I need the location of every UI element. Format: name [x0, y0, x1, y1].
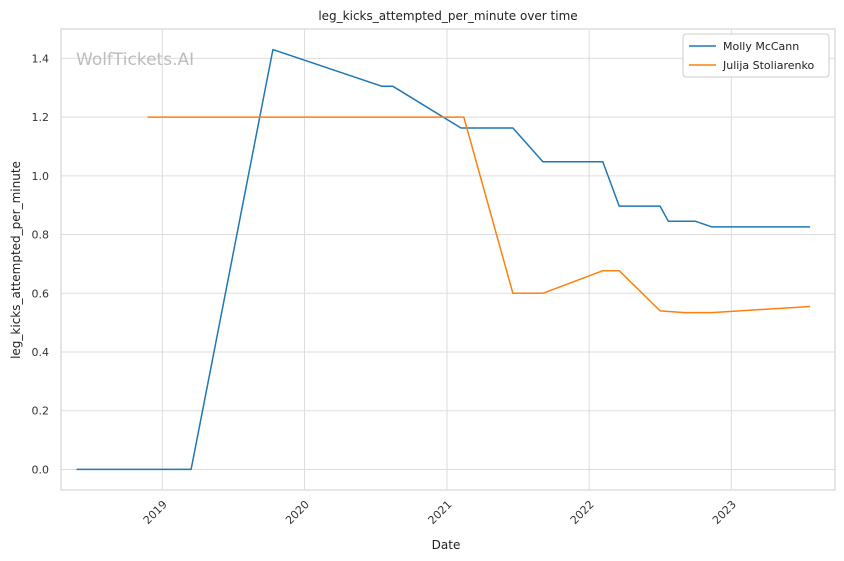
- y-tick-label: 1.2: [32, 111, 50, 124]
- series-layer: [76, 48, 811, 471]
- legend: Molly McCann Julija Stoliarenko: [682, 33, 830, 78]
- x-tick-label: 2019: [141, 498, 170, 527]
- y-tick-label: 0.4: [32, 346, 50, 359]
- y-tick-label: 0.8: [32, 229, 50, 242]
- x-tick-label: 2021: [426, 498, 455, 527]
- x-gridlines: [161, 29, 732, 490]
- plot-area: [60, 28, 836, 491]
- series-line-molly-mccann: [76, 48, 811, 471]
- x-tick-labels: 2019 2020 2021 2022 2023: [141, 498, 739, 527]
- x-tick-label: 2020: [283, 498, 312, 527]
- chart-title: leg_kicks_attempted_per_minute over time: [318, 9, 577, 23]
- x-axis-label: Date: [432, 538, 461, 552]
- watermark: WolfTickets.AI: [76, 50, 194, 70]
- y-axis-label: leg_kicks_attempted_per_minute: [9, 161, 23, 359]
- y-tick-label: 1.0: [32, 170, 50, 183]
- y-tick-label: 0.6: [32, 287, 50, 300]
- y-tick-label: 1.4: [32, 52, 50, 65]
- x-tick-label: 2022: [568, 498, 597, 527]
- legend-label-molly-mccann: Molly McCann: [723, 40, 799, 53]
- legend-label-julija-stoliarenko: Julija Stoliarenko: [722, 59, 814, 72]
- series-line-julija-stoliarenko: [147, 116, 811, 314]
- y-tick-label: 0.0: [32, 463, 50, 476]
- x-tick-label: 2023: [710, 498, 739, 527]
- y-tick-label: 0.2: [32, 405, 50, 418]
- legend-box: [682, 33, 830, 78]
- y-tick-labels: 0.0 0.2 0.4 0.6 0.8 1.0 1.2 1.4: [32, 52, 50, 476]
